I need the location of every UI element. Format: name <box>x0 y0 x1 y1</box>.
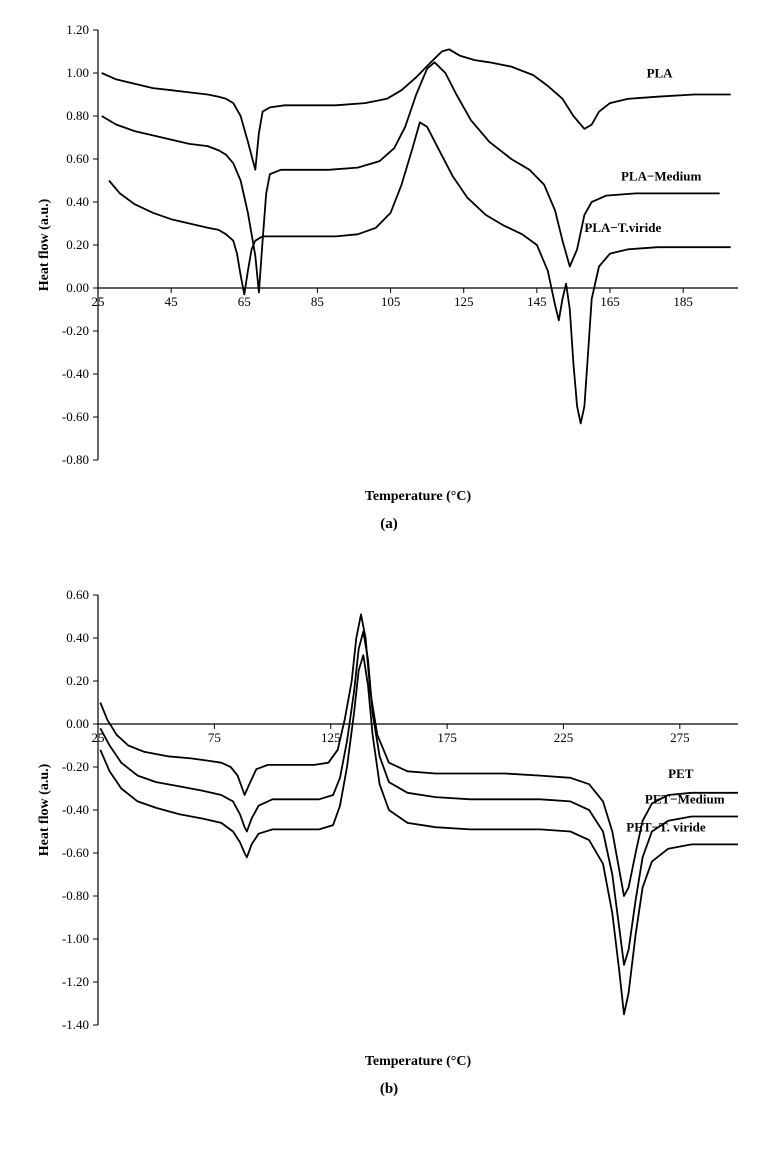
svg-text:-1.20: -1.20 <box>62 974 89 989</box>
svg-text:0.80: 0.80 <box>66 108 89 123</box>
svg-text:0.20: 0.20 <box>66 237 89 252</box>
svg-text:-0.40: -0.40 <box>62 802 89 817</box>
svg-text:125: 125 <box>321 730 341 745</box>
svg-text:PLA−T.viride: PLA−T.viride <box>584 220 661 235</box>
svg-text:Temperature (°C): Temperature (°C) <box>365 489 472 504</box>
svg-text:0.20: 0.20 <box>66 673 89 688</box>
svg-text:145: 145 <box>527 294 547 309</box>
svg-text:175: 175 <box>437 730 457 745</box>
svg-text:-1.40: -1.40 <box>62 1017 89 1032</box>
chart-b-svg: 2575125175225275-1.40-1.20-1.00-0.80-0.6… <box>30 585 750 1073</box>
svg-text:PET−Medium: PET−Medium <box>645 792 725 807</box>
svg-text:75: 75 <box>208 730 221 745</box>
svg-text:1.00: 1.00 <box>66 65 89 80</box>
caption-b: (b) <box>30 1081 748 1098</box>
chart-a-svg: 25 45 65 85 105 125 145 165 185 -0.80 -0.60 -0.40 -0… <box>30 20 750 508</box>
svg-text:105: 105 <box>381 294 401 309</box>
svg-text:0.00: 0.00 <box>66 716 89 731</box>
svg-text:275: 275 <box>670 730 690 745</box>
svg-text:-0.60: -0.60 <box>62 409 89 424</box>
svg-text:0.60: 0.60 <box>66 151 89 166</box>
svg-text:-1.00: -1.00 <box>62 931 89 946</box>
svg-text:-0.40: -0.40 <box>62 366 89 381</box>
svg-text:-0.80: -0.80 <box>62 452 89 467</box>
svg-text:125: 125 <box>454 294 474 309</box>
svg-text:PLA−Medium: PLA−Medium <box>621 169 702 184</box>
figure-panel-b: 2575125175225275-1.40-1.20-1.00-0.80-0.6… <box>0 565 778 1130</box>
svg-text:85: 85 <box>311 294 324 309</box>
chart-a: 25 45 65 85 105 125 145 165 185 -0.80 -0.60 -0.40 -0… <box>30 20 748 508</box>
svg-text:-0.20: -0.20 <box>62 323 89 338</box>
svg-text:PET: PET <box>668 766 694 781</box>
figure-panel-a: 25 45 65 85 105 125 145 165 185 -0.80 -0.60 -0.40 -0… <box>0 0 778 565</box>
svg-text:0.00: 0.00 <box>66 280 89 295</box>
svg-text:25: 25 <box>92 294 105 309</box>
svg-text:PET−T. viride: PET−T. viride <box>626 820 706 835</box>
svg-text:0.40: 0.40 <box>66 630 89 645</box>
svg-text:Heat flow (a.u.): Heat flow (a.u.) <box>37 763 52 856</box>
svg-text:225: 225 <box>554 730 574 745</box>
svg-text:45: 45 <box>165 294 178 309</box>
chart-b: 2575125175225275-1.40-1.20-1.00-0.80-0.6… <box>30 585 748 1073</box>
svg-text:Temperature (°C): Temperature (°C) <box>365 1054 472 1069</box>
svg-text:-0.60: -0.60 <box>62 845 89 860</box>
caption-a: (a) <box>30 516 748 533</box>
svg-text:PLA: PLA <box>647 65 674 80</box>
svg-text:0.40: 0.40 <box>66 194 89 209</box>
svg-text:185: 185 <box>673 294 693 309</box>
svg-text:0.60: 0.60 <box>66 587 89 602</box>
svg-text:-0.20: -0.20 <box>62 759 89 774</box>
svg-text:Heat flow (a.u.): Heat flow (a.u.) <box>37 198 52 291</box>
svg-text:-0.80: -0.80 <box>62 888 89 903</box>
svg-text:65: 65 <box>238 294 251 309</box>
svg-text:1.20: 1.20 <box>66 22 89 37</box>
svg-text:165: 165 <box>600 294 620 309</box>
